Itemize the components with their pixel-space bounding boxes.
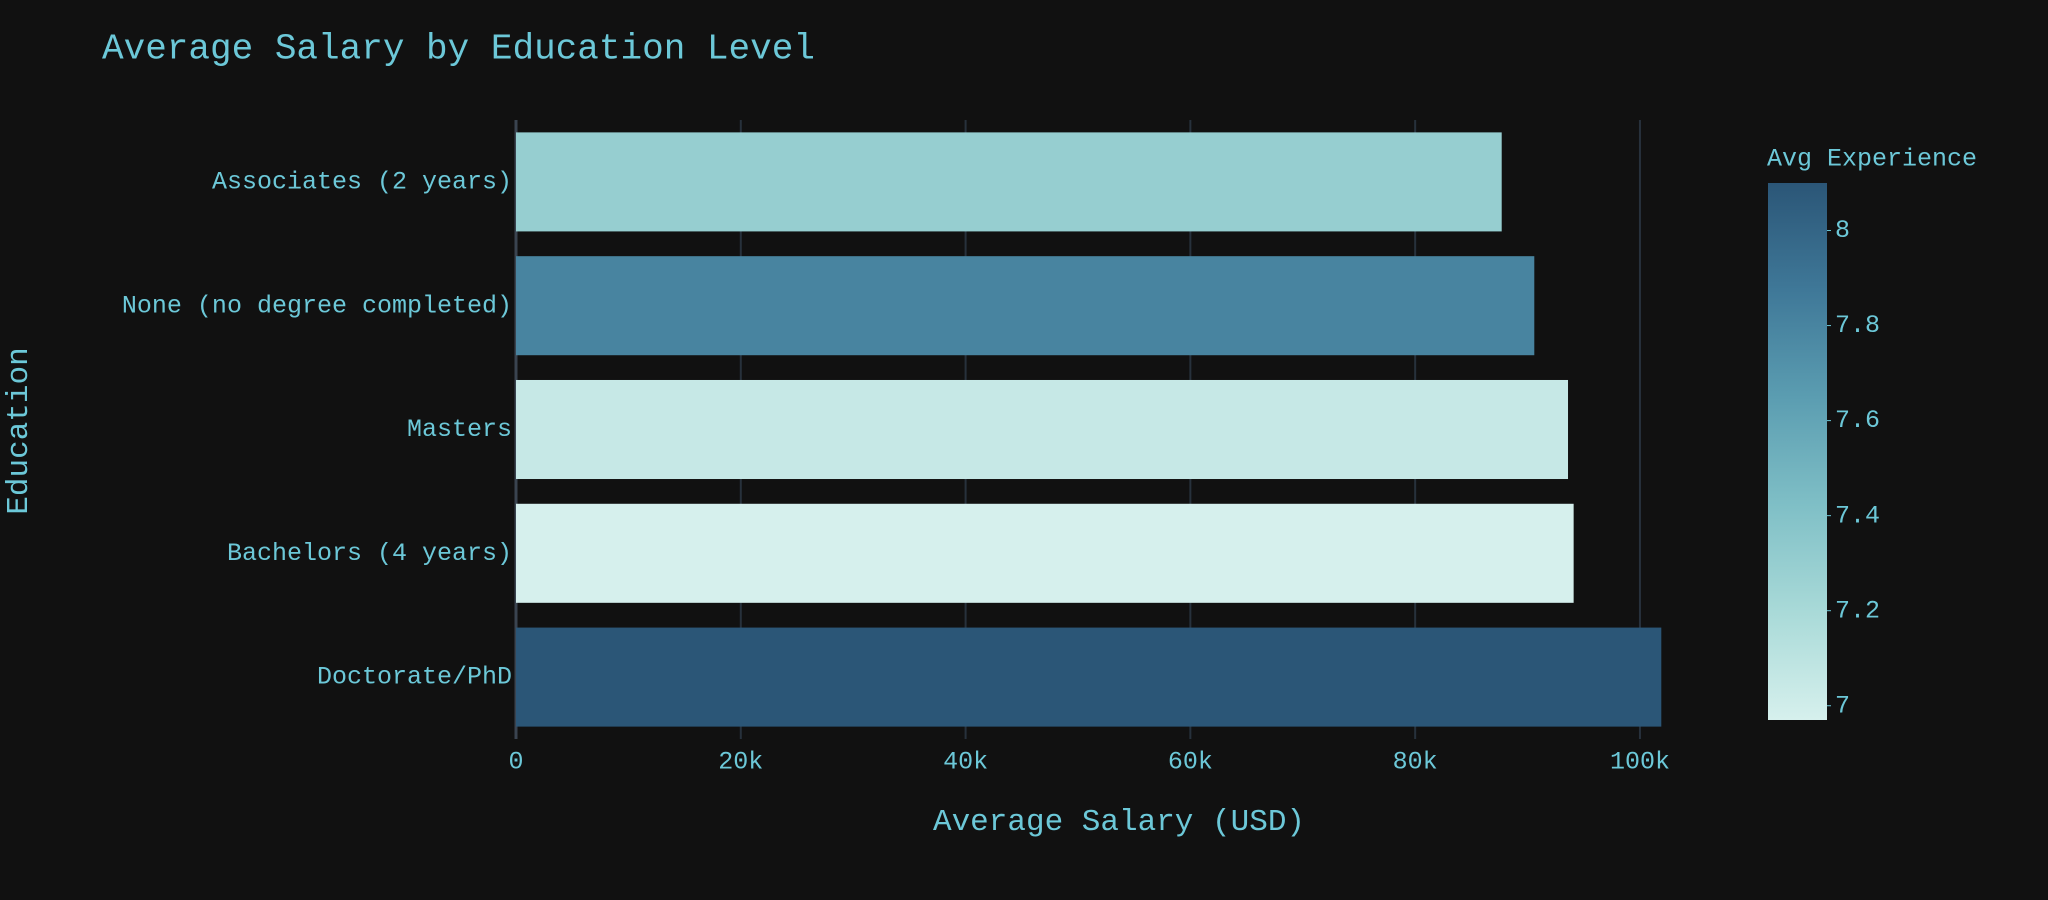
- x-axis-title: Average Salary (USD): [933, 805, 1305, 840]
- bar: [516, 627, 1662, 727]
- y-tick-label: Doctorate/PhD: [317, 663, 512, 692]
- colorbar-tick-label: 8: [1835, 216, 1850, 245]
- y-tick-label: Bachelors (4 years): [227, 539, 512, 568]
- colorbar-tick-label: 7.8: [1835, 311, 1880, 340]
- colorbar-tick-label: 7.2: [1835, 596, 1880, 625]
- x-tick-label: 20k: [718, 748, 763, 777]
- y-axis-title: Education: [2, 347, 37, 514]
- x-tick-label: 60k: [1168, 748, 1213, 777]
- bar: [516, 503, 1574, 603]
- x-tick-label: 100k: [1610, 748, 1670, 777]
- bar: [516, 256, 1535, 356]
- x-tick-label: 0: [508, 748, 523, 777]
- y-tick-label: Masters: [407, 415, 512, 444]
- bar: [516, 132, 1502, 232]
- chart-title: Average Salary by Education Level: [102, 29, 815, 70]
- bar: [516, 379, 1569, 480]
- y-tick-label: None (no degree completed): [122, 291, 512, 320]
- colorbar-tick-label: 7.4: [1835, 501, 1880, 530]
- colorbar-tick-label: 7.6: [1835, 406, 1880, 435]
- colorbar: [1768, 183, 1827, 720]
- x-tick-label: 40k: [943, 748, 988, 777]
- colorbar-tick-label: 7: [1835, 691, 1850, 720]
- x-tick-label: 80k: [1393, 748, 1438, 777]
- y-tick-label: Associates (2 years): [212, 168, 512, 197]
- colorbar-title: Avg Experience: [1767, 145, 1977, 174]
